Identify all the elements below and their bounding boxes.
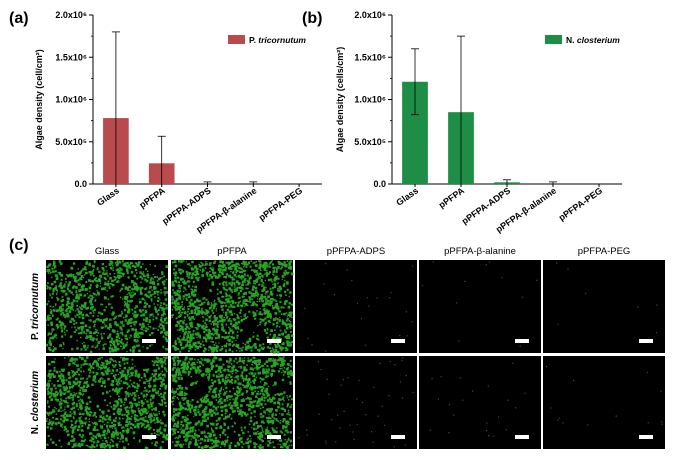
chart-b-ytick-label: 1.0x10⁶ xyxy=(354,95,386,105)
scale-bar xyxy=(639,339,653,343)
micrograph-column-label: Glass xyxy=(95,246,120,257)
chart-b-ytick-label: 5.0x10⁵ xyxy=(354,137,386,147)
chart-b-panel-letter: (b) xyxy=(302,10,322,27)
micrograph-background xyxy=(543,356,665,449)
chart-a-legend-swatch xyxy=(228,35,245,44)
chart-b-ytick-label: 1.5x10⁶ xyxy=(354,52,386,62)
micrograph-background xyxy=(295,260,417,353)
algae-cells xyxy=(171,356,294,450)
chart-a-ytick-label: 1.5x10⁶ xyxy=(55,52,87,62)
chart-a-xtick-label: pPFPA-PEG xyxy=(257,185,304,222)
micrograph-background xyxy=(543,260,665,353)
micrograph-row-label: N. closterium xyxy=(30,371,41,434)
scale-bar xyxy=(267,339,281,343)
chart-b-legend-swatch xyxy=(545,35,562,44)
micrograph-background xyxy=(295,356,417,449)
scale-bar xyxy=(267,435,281,439)
chart-b-ytick-label: 2.0x10⁶ xyxy=(354,10,386,20)
chart-a-panel-letter: (a) xyxy=(9,10,29,27)
micrograph-cell xyxy=(171,356,294,450)
chart-a-ytick-label: 5.0x10⁵ xyxy=(55,137,87,147)
micrograph-background xyxy=(419,260,541,353)
chart-b-xtick-label: pPFPA xyxy=(437,185,467,210)
panel-c-letter: (c) xyxy=(9,237,29,254)
micrograph-cell xyxy=(46,260,169,354)
micrograph-cell xyxy=(543,356,665,449)
algae-cells xyxy=(545,365,663,426)
chart-a-ylabel: Algae density (cell/cm²) xyxy=(34,49,44,150)
chart-a-ytick-label: 2.0x10⁶ xyxy=(55,10,87,20)
algae-cells xyxy=(46,260,169,354)
algae-cells xyxy=(429,362,528,437)
scale-bar xyxy=(639,435,653,439)
micrograph-column-label: pPFPA-ADPS xyxy=(327,246,385,257)
micrograph-cell xyxy=(419,356,541,449)
algae-cells xyxy=(171,260,294,354)
chart-a-xtick-label: pPFPA xyxy=(137,185,167,210)
micrograph-column-label: pPFPA-β-alanine xyxy=(444,246,516,257)
chart-b-xtick-label: pPFPA-PEG xyxy=(557,185,604,222)
scale-bar xyxy=(142,435,156,439)
chart-b: (b) 0.0 5.0x10⁵ 1.0x10⁶ 1.5x10⁶ 2.0x10⁶ Algae … xyxy=(302,10,622,235)
chart-a-ytick-label: 0.0 xyxy=(74,179,87,189)
micrograph-cell xyxy=(171,260,294,354)
chart-a-ytick-label: 1.0x10⁶ xyxy=(55,95,87,105)
chart-b-xtick-label: Glass xyxy=(394,185,420,207)
chart-a-xtick-label: Glass xyxy=(95,185,121,207)
micrograph-cell xyxy=(419,260,541,353)
chart-a: (a) 0.0 5.0x10⁵ 1.0x10⁶ 1.5x10⁶ 2.0x10⁶ Algae … xyxy=(9,10,322,235)
scale-bar xyxy=(515,339,529,343)
micrograph-cell xyxy=(46,356,169,450)
chart-b-ytick-label: 0.0 xyxy=(373,179,386,189)
chart-b-ylabel: Algae density (cells/cm²) xyxy=(335,47,345,153)
chart-b-legend-label: N. closterium xyxy=(566,35,620,45)
micrograph-column-label: pPFPA xyxy=(217,246,247,257)
micrograph-background xyxy=(419,356,541,449)
micrograph-column-label: pPFPA-PEG xyxy=(578,246,631,257)
chart-a-legend-label: P. tricornutum xyxy=(249,35,306,45)
micrograph-cell xyxy=(295,356,417,449)
micrograph-cell xyxy=(295,260,417,353)
micrograph-grid: (c) Glass pPFPA pPFPA-ADPS pPFPA-β-alanine pP… xyxy=(9,237,665,450)
algae-cells xyxy=(298,357,414,448)
algae-cells xyxy=(46,356,169,450)
scale-bar xyxy=(391,339,405,343)
micrograph-row-label: P. tricornutum xyxy=(30,273,41,340)
scale-bar xyxy=(515,435,529,439)
scale-bar xyxy=(391,435,405,439)
micrograph-cell xyxy=(543,260,665,353)
scale-bar xyxy=(142,339,156,343)
